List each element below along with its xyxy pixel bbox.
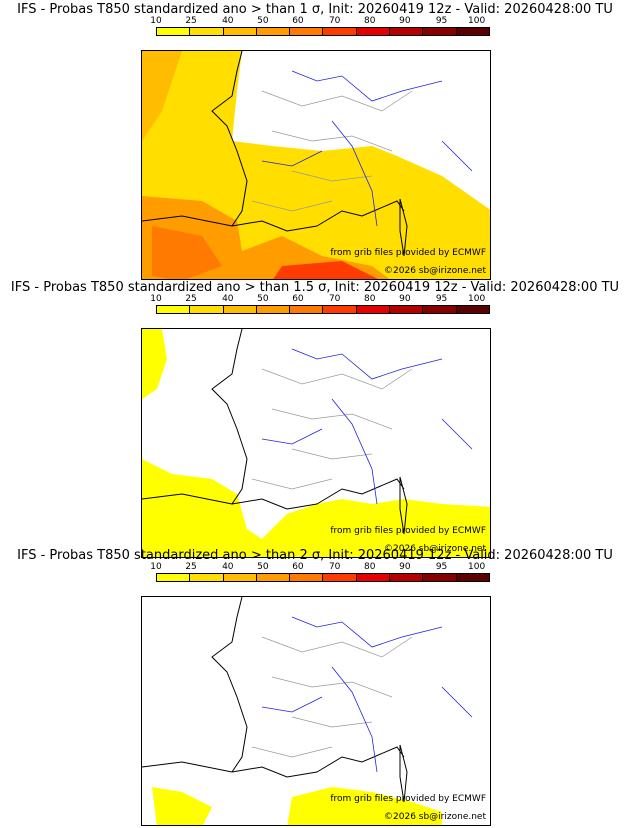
colorbar-cell [223, 574, 257, 581]
rivers [261, 616, 473, 773]
tick-label: 10 [150, 562, 162, 572]
tick-label: 70 [328, 16, 341, 26]
credit-source: from grib files provided by ECMWF [330, 248, 486, 258]
colorbar-cell [390, 574, 424, 581]
colorbar-cell [456, 306, 489, 313]
colorbar-cell [356, 574, 391, 581]
colorbar-ticks: 10 25 40 50 60 70 80 90 95 100 [150, 294, 490, 305]
colorbar [156, 305, 490, 314]
colorbar-cell [323, 574, 357, 581]
probability-map: from grib files provided by ECMWF ©2026 … [141, 596, 491, 826]
tick-label: 25 [185, 294, 197, 304]
credit-copyright: ©2026 sb@irizone.net [384, 266, 486, 276]
prob-area-yellow [142, 459, 490, 557]
map-panel-3: IFS - Probas T850 standardized ano > tha… [0, 548, 630, 826]
tick-label: 10 [150, 294, 162, 304]
tick-label: 10 [150, 16, 162, 26]
colorbar-cell [256, 574, 291, 581]
colorbar-cell [190, 574, 224, 581]
panel-title: IFS - Probas T850 standardized ano > tha… [10, 280, 620, 295]
colorbar [156, 573, 490, 582]
prob-area-yellow [152, 787, 212, 825]
prob-area-yellow [142, 329, 167, 399]
tick-label: 100 [468, 562, 486, 572]
coastline [142, 51, 408, 257]
tick-label: 100 [468, 16, 486, 26]
colorbar-cell [256, 306, 291, 313]
colorbar-cell [356, 306, 391, 313]
credit-copyright: ©2026 sb@irizone.net [384, 812, 486, 822]
prob-area-red [152, 226, 222, 279]
admin-lines [251, 90, 413, 212]
tick-label: 60 [292, 16, 304, 26]
panel-title: IFS - Probas T850 standardized ano > tha… [17, 2, 613, 17]
tick-label: 60 [292, 294, 304, 304]
tick-label: 25 [185, 16, 197, 26]
tick-label: 40 [222, 16, 234, 26]
panel-title: IFS - Probas T850 standardized ano > tha… [17, 548, 613, 563]
colorbar-cell [290, 574, 324, 581]
colorbar-cell [390, 306, 424, 313]
colorbar-cell [290, 28, 324, 35]
colorbar-cell [256, 28, 291, 35]
colorbar-cell [323, 306, 357, 313]
tick-label: 50 [257, 294, 269, 304]
tick-label: 40 [222, 562, 234, 572]
tick-label: 95 [435, 16, 448, 26]
admin-lines [251, 368, 413, 490]
tick-label: 50 [257, 16, 269, 26]
colorbar-cell [190, 306, 224, 313]
colorbar-cell [157, 28, 191, 35]
colorbar-cell [290, 306, 324, 313]
colorbar-cell [423, 574, 457, 581]
colorbar-cell [423, 28, 457, 35]
tick-label: 40 [222, 294, 234, 304]
map-panel-2: IFS - Probas T850 standardized ano > tha… [0, 280, 630, 558]
probability-map: from grib files provided by ECMWF ©2026 … [141, 328, 491, 558]
prob-area-yellow [287, 787, 442, 825]
prob-area-light [142, 51, 182, 141]
prob-area-deep [273, 261, 378, 279]
colorbar-cell [423, 306, 457, 313]
colorbar-cell [223, 306, 257, 313]
colorbar-cell [356, 28, 391, 35]
coastline [142, 597, 408, 803]
tick-label: 70 [328, 294, 341, 304]
credit-source: from grib files provided by ECMWF [330, 794, 486, 804]
coastline [142, 329, 408, 535]
tick-label: 80 [364, 294, 376, 304]
colorbar-cell [390, 28, 424, 35]
tick-label: 90 [399, 16, 411, 26]
colorbar-cell [223, 28, 257, 35]
tick-label: 90 [399, 294, 411, 304]
tick-label: 95 [435, 562, 448, 572]
tick-label: 90 [399, 562, 411, 572]
colorbar-cell [456, 28, 489, 35]
tick-label: 70 [328, 562, 341, 572]
admin-lines [251, 636, 413, 758]
colorbar-cell [456, 574, 489, 581]
colorbar-cell [157, 306, 191, 313]
colorbar-cell [190, 28, 224, 35]
tick-label: 50 [257, 562, 269, 572]
tick-label: 25 [185, 562, 197, 572]
tick-label: 95 [435, 294, 448, 304]
tick-label: 80 [364, 16, 376, 26]
rivers [261, 70, 473, 227]
tick-label: 60 [292, 562, 304, 572]
probability-map: from grib files provided by ECMWF ©2026 … [141, 50, 491, 280]
rivers [261, 348, 473, 505]
credit-source: from grib files provided by ECMWF [330, 526, 486, 536]
colorbar-ticks: 10 25 40 50 60 70 80 90 95 100 [150, 16, 490, 27]
credit-copyright: ©2026 sb@irizone.net [384, 544, 486, 554]
colorbar-cell [323, 28, 357, 35]
colorbar [156, 27, 490, 36]
map-panel-1: IFS - Probas T850 standardized ano > tha… [0, 2, 630, 280]
colorbar-cell [157, 574, 191, 581]
colorbar-ticks: 10 25 40 50 60 70 80 90 95 100 [150, 562, 490, 573]
tick-label: 80 [364, 562, 376, 572]
tick-label: 100 [468, 294, 486, 304]
